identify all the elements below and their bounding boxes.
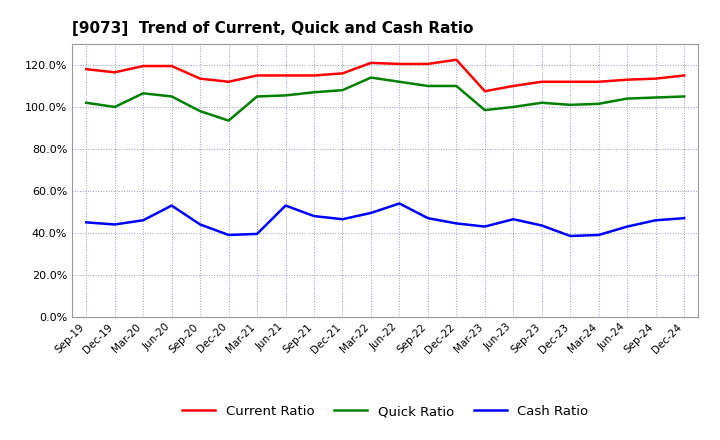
Cash Ratio <box>395 201 404 206</box>
Current Ratio <box>167 63 176 69</box>
Cash Ratio <box>537 223 546 228</box>
Cash Ratio <box>366 210 375 216</box>
Current Ratio <box>395 61 404 66</box>
Cash Ratio <box>480 224 489 229</box>
Quick Ratio <box>509 104 518 110</box>
Quick Ratio <box>452 83 461 88</box>
Cash Ratio <box>509 216 518 222</box>
Current Ratio <box>680 73 688 78</box>
Current Ratio <box>537 79 546 84</box>
Cash Ratio <box>225 232 233 238</box>
Quick Ratio <box>282 93 290 98</box>
Quick Ratio <box>395 79 404 84</box>
Current Ratio <box>595 79 603 84</box>
Legend: Current Ratio, Quick Ratio, Cash Ratio: Current Ratio, Quick Ratio, Cash Ratio <box>177 400 593 423</box>
Quick Ratio <box>595 101 603 106</box>
Current Ratio <box>338 71 347 76</box>
Current Ratio <box>366 60 375 66</box>
Cash Ratio <box>595 232 603 238</box>
Current Ratio <box>480 88 489 94</box>
Cash Ratio <box>652 218 660 223</box>
Current Ratio <box>253 73 261 78</box>
Cash Ratio <box>623 224 631 229</box>
Cash Ratio <box>566 233 575 238</box>
Cash Ratio <box>253 231 261 237</box>
Cash Ratio <box>282 203 290 208</box>
Quick Ratio <box>310 90 318 95</box>
Line: Quick Ratio: Quick Ratio <box>86 77 684 121</box>
Quick Ratio <box>423 83 432 88</box>
Cash Ratio <box>310 213 318 219</box>
Quick Ratio <box>82 100 91 106</box>
Current Ratio <box>282 73 290 78</box>
Quick Ratio <box>623 96 631 101</box>
Quick Ratio <box>680 94 688 99</box>
Current Ratio <box>82 66 91 72</box>
Cash Ratio <box>139 218 148 223</box>
Quick Ratio <box>652 95 660 100</box>
Line: Cash Ratio: Cash Ratio <box>86 203 684 236</box>
Current Ratio <box>452 57 461 62</box>
Current Ratio <box>225 79 233 84</box>
Current Ratio <box>139 63 148 69</box>
Cash Ratio <box>167 203 176 208</box>
Quick Ratio <box>253 94 261 99</box>
Quick Ratio <box>338 88 347 93</box>
Quick Ratio <box>480 107 489 113</box>
Quick Ratio <box>167 94 176 99</box>
Cash Ratio <box>452 221 461 226</box>
Quick Ratio <box>225 118 233 123</box>
Cash Ratio <box>110 222 119 227</box>
Quick Ratio <box>566 102 575 107</box>
Current Ratio <box>652 76 660 81</box>
Text: [9073]  Trend of Current, Quick and Cash Ratio: [9073] Trend of Current, Quick and Cash … <box>72 21 473 36</box>
Cash Ratio <box>196 222 204 227</box>
Current Ratio <box>196 76 204 81</box>
Cash Ratio <box>680 216 688 221</box>
Line: Current Ratio: Current Ratio <box>86 60 684 91</box>
Quick Ratio <box>139 91 148 96</box>
Cash Ratio <box>423 216 432 221</box>
Current Ratio <box>566 79 575 84</box>
Current Ratio <box>310 73 318 78</box>
Current Ratio <box>423 61 432 66</box>
Quick Ratio <box>110 104 119 110</box>
Cash Ratio <box>338 216 347 222</box>
Quick Ratio <box>366 75 375 80</box>
Cash Ratio <box>82 220 91 225</box>
Quick Ratio <box>537 100 546 106</box>
Current Ratio <box>110 70 119 75</box>
Quick Ratio <box>196 109 204 114</box>
Current Ratio <box>509 83 518 88</box>
Current Ratio <box>623 77 631 82</box>
